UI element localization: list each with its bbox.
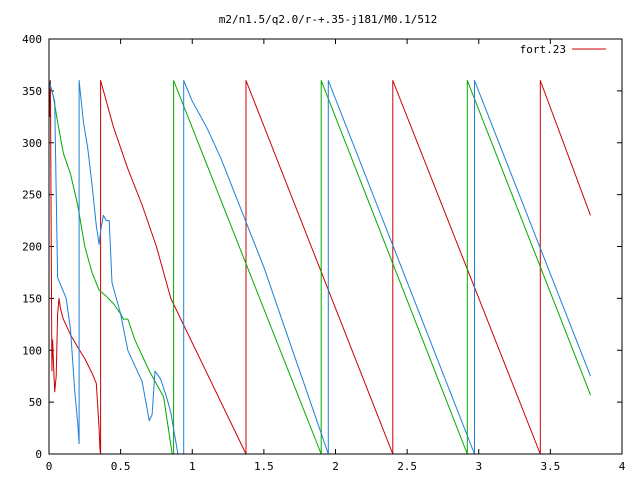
- chart-title: m2/n1.5/q2.0/r-+.35-j181/M0.1/512: [219, 13, 438, 26]
- x-tick-label: 3: [475, 460, 482, 473]
- y-tick-label: 200: [22, 241, 42, 254]
- y-tick-label: 300: [22, 137, 42, 150]
- legend: fort.23: [520, 43, 606, 56]
- y-tick-label: 0: [35, 448, 42, 461]
- series-line-3: [48, 80, 591, 455]
- x-tick-label: 4: [619, 460, 626, 473]
- series-line-2: [48, 80, 591, 455]
- x-tick-label: 3.5: [540, 460, 560, 473]
- x-tick-label: 1.5: [254, 460, 274, 473]
- x-tick-label: 1: [189, 460, 196, 473]
- series-line-fort-23: [48, 80, 591, 455]
- x-tick-label: 0: [46, 460, 53, 473]
- x-tick-label: 2: [332, 460, 339, 473]
- plot-frame: [48, 38, 623, 455]
- y-tick-label: 100: [22, 344, 42, 357]
- y-tick-label: 50: [29, 396, 42, 409]
- x-tick-label: 2.5: [397, 460, 417, 473]
- y-tick-label: 400: [22, 33, 42, 46]
- legend-label-fort-23: fort.23: [520, 43, 566, 56]
- x-tick-label: 0.5: [111, 460, 131, 473]
- y-tick-label: 350: [22, 85, 42, 98]
- y-tick-label: 250: [22, 189, 42, 202]
- y-tick-label: 150: [22, 292, 42, 305]
